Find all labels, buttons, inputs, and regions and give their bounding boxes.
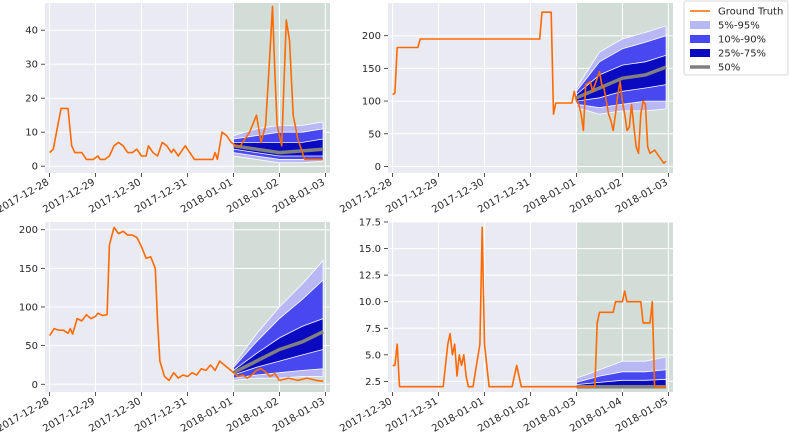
ground-truth-line	[392, 226, 667, 388]
y-tick-label: 0	[32, 380, 38, 391]
y-tick-label: 100	[19, 303, 38, 314]
y-tick-label: 150	[362, 64, 381, 75]
chart-panel-bottom-right: 2.55.07.510.012.515.017.52017-12-302017-…	[338, 218, 673, 435]
x-tick-label: 2018-01-05	[614, 396, 670, 435]
chart-panel-bottom-left: 0501001502002017-12-282017-12-292017-12-…	[0, 222, 330, 435]
legend-label: Ground Truth	[718, 7, 783, 18]
y-tick-label: 50	[25, 341, 38, 352]
y-tick-label: 200	[19, 225, 38, 236]
median-line	[232, 330, 324, 375]
legend-entry: 10%-90%	[690, 35, 766, 46]
legend-label: 25%-75%	[718, 49, 766, 60]
legend-entry: 50%	[690, 63, 740, 74]
ground-truth-line	[48, 226, 324, 382]
y-tick-label: 10.0	[359, 297, 381, 308]
legend-entry: 5%-95%	[690, 21, 760, 32]
y-tick-label: 5.0	[365, 350, 381, 361]
chart-panel-top-left: 0102030402017-12-282017-12-292017-12-302…	[0, 3, 330, 216]
legend-patch-swatch	[690, 35, 710, 43]
legend-label: 5%-95%	[718, 21, 760, 32]
y-tick-label: 12.5	[359, 271, 381, 282]
y-tick-label: 30	[25, 60, 38, 71]
legend-label: 10%-90%	[718, 35, 766, 46]
y-tick-label: 40	[25, 26, 38, 37]
legend-patch-swatch	[690, 21, 710, 29]
legend-entry: Ground Truth	[690, 7, 783, 18]
y-tick-label: 100	[362, 97, 381, 108]
x-tick-label: 2018-01-03	[271, 177, 327, 216]
y-tick-label: 200	[362, 31, 381, 42]
y-tick-label: 2.5	[365, 377, 381, 388]
median-line	[233, 144, 324, 155]
ground-truth-line	[392, 11, 667, 164]
y-tick-label: 150	[19, 264, 38, 275]
y-tick-label: 50	[368, 129, 381, 140]
x-tick-label: 2018-01-03	[271, 396, 327, 435]
y-tick-label: 7.5	[365, 324, 381, 335]
y-tick-label: 0	[375, 162, 381, 173]
y-tick-label: 0	[32, 162, 38, 173]
legend-entry: 25%-75%	[690, 49, 766, 60]
y-tick-label: 17.5	[359, 218, 381, 229]
legend-label: 50%	[718, 63, 740, 74]
y-tick-label: 20	[25, 94, 38, 105]
y-tick-label: 10	[25, 128, 38, 139]
y-tick-label: 15.0	[359, 244, 381, 255]
legend-patch-swatch	[690, 49, 710, 57]
x-tick-label: 2018-01-03	[614, 177, 670, 216]
chart-panel-top-right: 0501001502002017-12-282017-12-292017-12-…	[338, 3, 673, 216]
legend: Ground Truth 5%-95% 10%-90% 25%-75% 50%	[683, 0, 789, 76]
ground-truth-line	[49, 5, 324, 161]
